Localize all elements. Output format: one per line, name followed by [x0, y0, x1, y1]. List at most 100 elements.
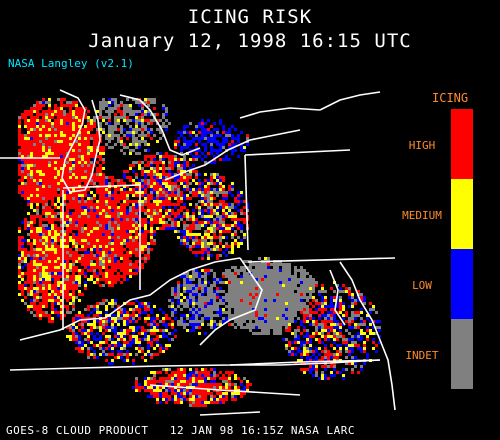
icing-cell — [138, 386, 141, 389]
icing-cell — [294, 353, 297, 356]
icing-cell — [27, 272, 30, 275]
icing-cell — [222, 374, 225, 377]
icing-cell — [234, 281, 237, 284]
icing-cell — [228, 311, 231, 314]
icing-cell — [60, 308, 63, 311]
icing-cell — [186, 398, 189, 401]
icing-cell — [330, 344, 333, 347]
icing-cell — [84, 236, 87, 239]
icing-cell — [42, 188, 45, 191]
icing-cell — [96, 332, 99, 335]
icing-cell — [126, 215, 129, 218]
icing-cell — [102, 116, 105, 119]
icing-cell — [207, 152, 210, 155]
icing-cell — [225, 203, 228, 206]
icing-cell — [150, 191, 153, 194]
icing-cell — [252, 299, 255, 302]
icing-cell — [165, 128, 168, 131]
icing-cell — [63, 173, 66, 176]
icing-cell — [81, 260, 84, 263]
icing-cell — [105, 242, 108, 245]
icing-cell — [120, 140, 123, 143]
icing-cell — [303, 275, 306, 278]
icing-cell — [216, 143, 219, 146]
icing-cell — [156, 221, 159, 224]
icing-cell — [84, 257, 87, 260]
icing-cell — [111, 125, 114, 128]
icing-cell — [204, 149, 207, 152]
icing-cell — [114, 356, 117, 359]
icing-cell — [213, 230, 216, 233]
icing-cell — [18, 119, 21, 122]
icing-cell — [114, 98, 117, 101]
icing-cell — [306, 314, 309, 317]
icing-cell — [36, 293, 39, 296]
icing-cell — [141, 242, 144, 245]
icing-cell — [63, 131, 66, 134]
icing-cell — [123, 212, 126, 215]
icing-cell — [111, 110, 114, 113]
icing-cell — [75, 332, 78, 335]
icing-cell — [204, 269, 207, 272]
icing-cell — [231, 266, 234, 269]
icing-cell — [105, 203, 108, 206]
icing-cell — [249, 284, 252, 287]
icing-cell — [66, 170, 69, 173]
icing-cell — [81, 320, 84, 323]
icing-cell — [159, 158, 162, 161]
icing-cell — [201, 281, 204, 284]
icing-cell — [21, 257, 24, 260]
icing-cell — [180, 398, 183, 401]
icing-cell — [114, 128, 117, 131]
icing-cell — [195, 389, 198, 392]
icing-cell — [237, 377, 240, 380]
icing-cell — [54, 254, 57, 257]
icing-cell — [57, 113, 60, 116]
icing-cell — [285, 323, 288, 326]
icing-cell — [303, 341, 306, 344]
icing-cell — [87, 341, 90, 344]
icing-cell — [246, 260, 249, 263]
icing-cell — [189, 290, 192, 293]
icing-cell — [63, 119, 66, 122]
icing-cell — [66, 224, 69, 227]
icing-cell — [210, 194, 213, 197]
icing-cell — [315, 359, 318, 362]
icing-cell — [78, 122, 81, 125]
icing-cell — [207, 194, 210, 197]
icing-cell — [84, 152, 87, 155]
icing-cell — [204, 377, 207, 380]
icing-cell — [237, 134, 240, 137]
icing-cell — [267, 329, 270, 332]
icing-cell — [63, 248, 66, 251]
icing-cell — [201, 137, 204, 140]
icing-cell — [87, 245, 90, 248]
icing-cell — [108, 191, 111, 194]
icing-cell — [159, 200, 162, 203]
icing-cell — [159, 395, 162, 398]
icing-cell — [183, 281, 186, 284]
icing-cell — [135, 386, 138, 389]
icing-cell — [114, 275, 117, 278]
icing-cell — [75, 107, 78, 110]
icing-cell — [306, 335, 309, 338]
icing-cell — [150, 332, 153, 335]
icing-cell — [252, 317, 255, 320]
icing-cell — [228, 287, 231, 290]
icing-cell — [81, 263, 84, 266]
icing-cell — [60, 140, 63, 143]
icing-cell — [51, 230, 54, 233]
icing-cell — [63, 128, 66, 131]
icing-cell — [198, 278, 201, 281]
icing-cell — [201, 254, 204, 257]
icing-cell — [69, 140, 72, 143]
icing-cell — [267, 284, 270, 287]
icing-cell — [42, 140, 45, 143]
icing-cell — [57, 281, 60, 284]
icing-cell — [117, 320, 120, 323]
icing-cell — [81, 272, 84, 275]
icing-cell — [198, 299, 201, 302]
icing-cell — [81, 233, 84, 236]
icing-cell — [204, 122, 207, 125]
icing-cell — [333, 299, 336, 302]
